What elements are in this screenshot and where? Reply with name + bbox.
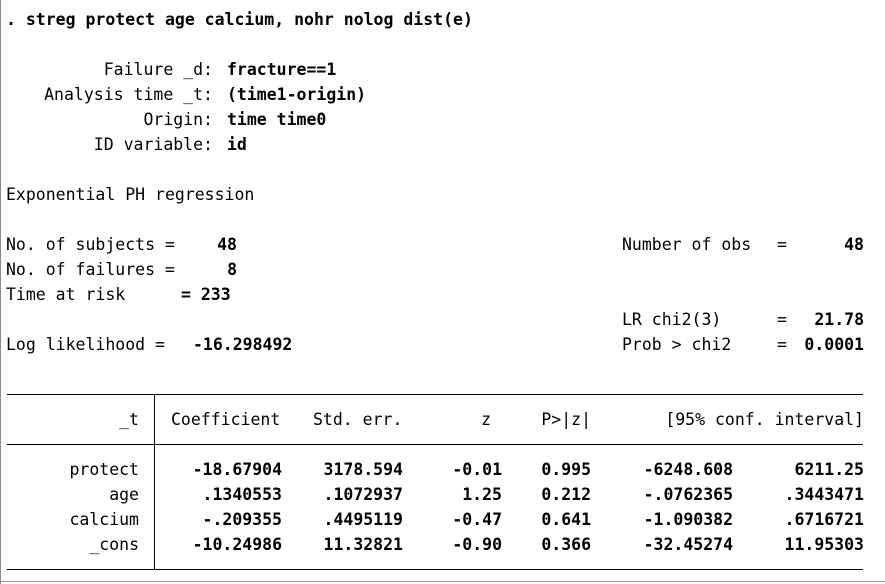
row-std-err: 3178.594	[324, 459, 403, 481]
command-prompt: .	[6, 10, 16, 29]
row-z: 1.25	[462, 484, 502, 506]
row-std-err: 11.32821	[324, 534, 403, 556]
row-ci-lower: -32.45274	[644, 534, 733, 556]
analysis-time-label: Analysis time _t:	[44, 84, 213, 106]
failure-label: Failure _d:	[104, 59, 213, 81]
row-name-cons: _cons	[89, 534, 139, 556]
table-top-rule	[7, 394, 863, 395]
row-z: -0.01	[452, 459, 502, 481]
row-std-err: .1072937	[324, 484, 403, 506]
row-ci-upper: 6211.25	[794, 459, 864, 481]
id-variable-label: ID variable:	[94, 134, 213, 156]
analysis-time-value: (time1-origin)	[227, 84, 366, 106]
origin-label: Origin:	[143, 109, 213, 131]
row-name-age: age	[109, 484, 139, 506]
prob-chi2-value: 0.0001	[804, 334, 864, 356]
command-line: . streg protect age calcium, nohr nolog …	[6, 9, 473, 31]
failures-label: No. of failures =	[6, 259, 175, 281]
row-ci-lower: -1.090382	[644, 509, 733, 531]
row-std-err: .4495119	[324, 509, 403, 531]
table-header-rule	[7, 444, 863, 445]
lr-chi2-value: 21.78	[814, 309, 864, 331]
subjects-value: 48	[217, 234, 237, 256]
header-conf-interval: [95% conf. interval]	[665, 409, 864, 431]
row-z: -0.90	[452, 534, 502, 556]
row-name-protect: protect	[69, 459, 139, 481]
subjects-label: No. of subjects =	[6, 234, 175, 256]
model-title: Exponential PH regression	[6, 184, 254, 206]
prob-chi2-label: Prob > chi2	[622, 334, 731, 356]
row-ci-upper: 11.95303	[785, 534, 864, 556]
lr-chi2-label: LR chi2(3)	[622, 309, 721, 331]
nobs-equals: =	[777, 234, 787, 256]
log-likelihood-value: -16.298492	[193, 334, 292, 356]
nobs-value: 48	[844, 234, 864, 256]
header-std-err: Std. err.	[313, 409, 402, 431]
row-coef: -.209355	[203, 509, 282, 531]
window-left-border	[0, 0, 1, 584]
failures-value: 8	[227, 259, 237, 281]
row-p-value: 0.641	[541, 509, 591, 531]
row-z: -0.47	[452, 509, 502, 531]
table-bottom-rule	[7, 569, 863, 570]
window-bottom-border	[0, 581, 885, 582]
row-ci-upper: .3443471	[785, 484, 864, 506]
header-p-value: P>|z|	[541, 409, 591, 431]
failure-value: fracture==1	[227, 59, 336, 81]
prob-chi2-equals: =	[777, 334, 787, 356]
id-variable-value: id	[227, 134, 247, 156]
row-ci-lower: -.0762365	[644, 484, 733, 506]
row-coef: -10.24986	[193, 534, 282, 556]
header-z: z	[481, 409, 491, 431]
command-text: streg protect age calcium, nohr nolog di…	[26, 10, 473, 29]
time-at-risk-value: = 233	[181, 284, 231, 306]
origin-value: time time0	[227, 109, 326, 131]
row-p-value: 0.212	[541, 484, 591, 506]
depvar-header: _t	[119, 409, 139, 431]
row-ci-upper: .6716721	[785, 509, 864, 531]
time-at-risk-label: Time at risk	[6, 284, 125, 306]
row-ci-lower: -6248.608	[644, 459, 733, 481]
row-coef: .1340553	[203, 484, 282, 506]
row-p-value: 0.366	[541, 534, 591, 556]
row-p-value: 0.995	[541, 459, 591, 481]
log-likelihood-label: Log likelihood =	[6, 334, 165, 356]
lr-chi2-equals: =	[777, 309, 787, 331]
nobs-label: Number of obs	[622, 234, 751, 256]
row-name-calcium: calcium	[69, 509, 139, 531]
table-column-divider	[154, 394, 155, 570]
row-coef: -18.67904	[193, 459, 282, 481]
header-coefficient: Coefficient	[171, 409, 280, 431]
